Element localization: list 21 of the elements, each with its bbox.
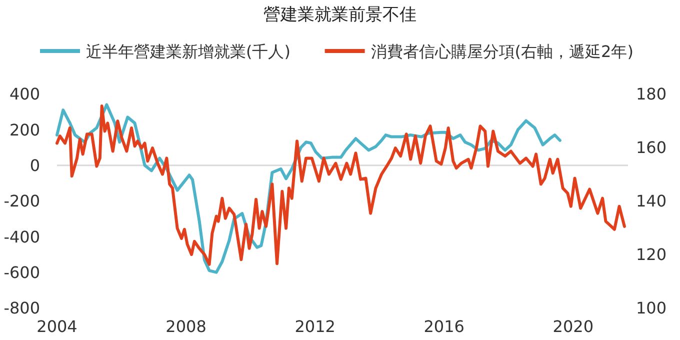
y2-tick-label: 120 xyxy=(636,245,667,264)
x-tick-label: 2012 xyxy=(294,317,336,336)
x-tick-label: 2008 xyxy=(166,317,206,336)
legend-label: 近半年營建業新增就業(千人) xyxy=(86,42,290,61)
y2-tick-label: 160 xyxy=(636,138,667,158)
y-tick-label: 400 xyxy=(9,84,40,104)
x-tick-label: 2016 xyxy=(424,317,464,336)
y-tick-label: -800 xyxy=(4,298,40,318)
y-tick-label: 0 xyxy=(30,156,40,175)
x-tick-label: 2004 xyxy=(36,317,78,336)
y-tick-label: -600 xyxy=(4,262,40,282)
y2-tick-label: 180 xyxy=(636,84,667,104)
y2-tick-label: 140 xyxy=(636,192,667,211)
y-tick-label: 200 xyxy=(9,120,40,140)
y-tick-label: -400 xyxy=(4,227,40,246)
y2-tick-label: 100 xyxy=(636,298,667,318)
y-tick-label: -200 xyxy=(4,192,40,211)
legend-label: 消費者信心購屋分項(右軸，遞延2年) xyxy=(370,42,634,61)
x-tick-label: 2020 xyxy=(552,317,594,336)
line-series xyxy=(56,104,626,266)
chart-title: 營建業就業前景不佳 xyxy=(264,5,416,25)
